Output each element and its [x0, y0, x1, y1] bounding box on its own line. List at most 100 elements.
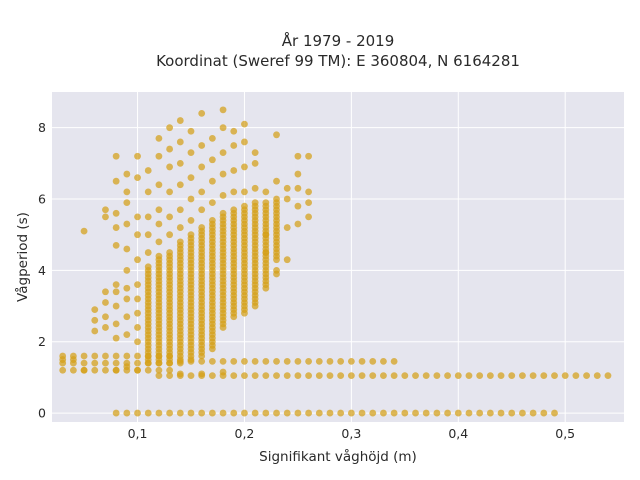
- data-point: [337, 372, 345, 380]
- data-point: [444, 409, 451, 417]
- data-point: [294, 202, 302, 210]
- data-point: [102, 352, 109, 360]
- data-point: [401, 409, 409, 417]
- data-point: [380, 372, 387, 380]
- data-point: [273, 357, 280, 365]
- data-point: [283, 184, 291, 192]
- data-point: [305, 213, 312, 221]
- data-point: [134, 281, 141, 289]
- data-point: [326, 409, 334, 417]
- data-point: [166, 163, 174, 171]
- data-point: [486, 372, 494, 380]
- data-point: [476, 409, 484, 417]
- data-point: [337, 409, 345, 417]
- data-point: [187, 409, 195, 417]
- data-point: [102, 313, 109, 321]
- data-point: [176, 117, 184, 124]
- data-point: [262, 249, 270, 256]
- data-point: [251, 357, 259, 365]
- data-point: [208, 156, 216, 164]
- data-point: [176, 224, 184, 231]
- data-point: [262, 409, 270, 417]
- data-point: [241, 163, 248, 171]
- data-point: [219, 368, 227, 376]
- y-tick-label: 6: [38, 192, 46, 207]
- data-point: [315, 372, 323, 380]
- data-point: [551, 409, 558, 417]
- data-point: [187, 372, 195, 380]
- data-point: [604, 372, 612, 380]
- data-point: [219, 149, 227, 157]
- y-tick-label: 2: [38, 334, 46, 349]
- data-point: [112, 352, 120, 360]
- data-point: [144, 167, 152, 174]
- data-point: [112, 177, 120, 185]
- data-point: [208, 409, 216, 417]
- data-point: [219, 106, 227, 114]
- data-point: [380, 409, 387, 417]
- data-point: [230, 142, 238, 149]
- data-point: [390, 409, 398, 417]
- data-point: [112, 281, 120, 289]
- data-point: [444, 372, 451, 380]
- data-point: [283, 195, 291, 203]
- data-point: [166, 124, 174, 132]
- data-point: [155, 134, 163, 142]
- data-point: [347, 357, 355, 365]
- data-point: [91, 306, 99, 314]
- data-point: [583, 372, 590, 380]
- data-point: [112, 366, 120, 374]
- data-point: [337, 357, 345, 365]
- data-point: [112, 409, 120, 417]
- data-point: [347, 409, 355, 417]
- data-point: [176, 159, 184, 167]
- x-tick-label: 0,1: [128, 426, 148, 441]
- data-point: [134, 174, 141, 182]
- data-point: [305, 188, 312, 196]
- data-point: [241, 409, 248, 417]
- data-point: [283, 256, 291, 264]
- y-tick-label: 4: [38, 263, 46, 278]
- data-point: [176, 206, 184, 214]
- data-point: [358, 409, 366, 417]
- data-point: [102, 359, 109, 367]
- y-axis-label: Vågperiod (s): [14, 212, 31, 302]
- data-point: [198, 110, 206, 117]
- data-point: [401, 372, 409, 380]
- data-point: [112, 224, 120, 231]
- data-point: [123, 220, 131, 228]
- data-point: [134, 295, 141, 303]
- data-point: [198, 163, 206, 171]
- data-point: [134, 352, 141, 360]
- data-point: [102, 324, 109, 331]
- data-point: [176, 181, 184, 189]
- data-point: [262, 231, 270, 239]
- data-point: [144, 409, 152, 417]
- data-point: [166, 409, 174, 417]
- data-point: [91, 359, 99, 367]
- data-point: [283, 224, 291, 231]
- data-point: [347, 372, 355, 380]
- data-point: [294, 184, 302, 192]
- data-point: [112, 359, 120, 367]
- data-point: [134, 366, 141, 374]
- data-point: [80, 359, 88, 367]
- data-point: [166, 372, 174, 380]
- data-point: [251, 372, 259, 380]
- data-point: [241, 357, 248, 365]
- data-point: [454, 372, 462, 380]
- data-point: [305, 409, 312, 417]
- data-point: [144, 188, 152, 196]
- data-point: [91, 316, 99, 324]
- data-point: [551, 372, 558, 380]
- data-point: [155, 152, 163, 160]
- data-point: [208, 199, 216, 206]
- data-point: [294, 372, 302, 380]
- data-point: [198, 370, 206, 378]
- data-point: [433, 372, 441, 380]
- data-point: [166, 249, 174, 256]
- data-point: [422, 372, 430, 380]
- data-point: [155, 220, 163, 228]
- data-point: [273, 270, 280, 278]
- data-point: [230, 357, 238, 365]
